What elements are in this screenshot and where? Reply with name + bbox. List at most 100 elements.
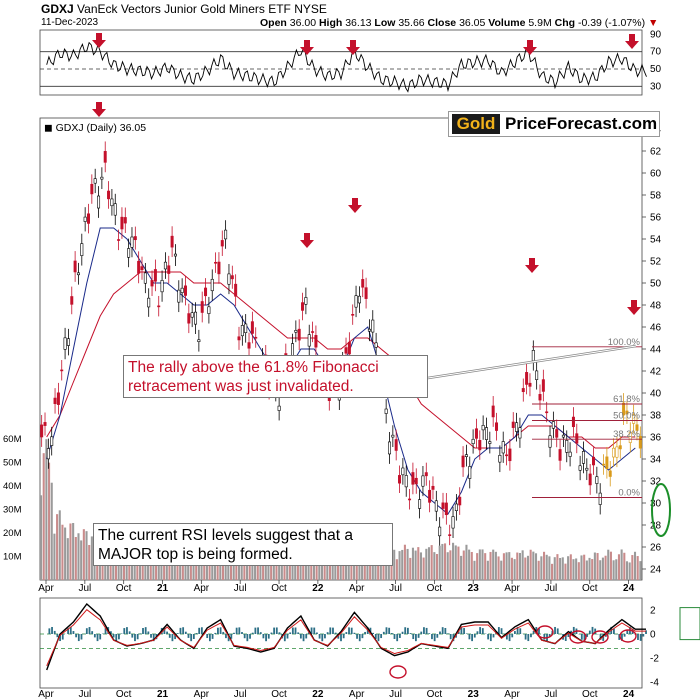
candle-body — [444, 502, 448, 516]
candle-body — [291, 343, 295, 356]
rsi-arrow-icon — [300, 47, 314, 55]
x-tick-label: Jul — [545, 583, 558, 594]
macd-histogram-bar — [621, 634, 623, 641]
price-tick-label: 54 — [650, 235, 662, 246]
volume-bar — [347, 558, 350, 580]
brand-gold: Gold — [452, 114, 500, 134]
volume-bar — [189, 555, 192, 580]
macd-histogram-bar — [233, 632, 235, 634]
macd-histogram-bar — [139, 633, 142, 634]
volume-bar — [518, 552, 521, 580]
macd-histogram-bar — [594, 628, 597, 634]
rsi-panel-frame — [39, 29, 643, 96]
macd-histogram-bar — [340, 634, 342, 642]
candle-body — [207, 306, 211, 314]
volume-bar — [374, 556, 377, 580]
volume-bar — [387, 553, 390, 580]
candle-body — [224, 229, 228, 240]
volume-bar — [537, 560, 540, 580]
candle-body — [605, 456, 609, 469]
macd-histogram-bar — [554, 626, 556, 634]
candle-body — [93, 178, 97, 184]
macd-histogram-bar — [511, 634, 514, 638]
volume-label: Volume — [488, 17, 526, 29]
candle-body — [97, 195, 101, 209]
price-tick-label: 24 — [650, 565, 662, 576]
volume-bar — [548, 556, 551, 580]
candle-body — [361, 279, 365, 288]
volume-bar — [398, 551, 401, 580]
candle-body — [204, 287, 208, 297]
candle-body — [140, 266, 144, 271]
macd-histogram-bar — [463, 628, 465, 634]
volume-bar — [232, 559, 235, 580]
price-tick-label: 56 — [650, 213, 662, 224]
volume-bar — [516, 552, 519, 580]
macd-histogram-bar — [85, 628, 88, 634]
brand-logo: Gold PriceForecast.com — [448, 111, 660, 137]
macd-histogram-bar — [588, 630, 591, 634]
candle-body — [491, 405, 495, 418]
macd-histogram-bar — [570, 630, 572, 634]
volume-bar — [323, 558, 326, 580]
volume-bar — [460, 555, 463, 580]
volume-bar — [66, 538, 69, 580]
volume-bar — [275, 552, 278, 580]
macd-histogram-bar — [412, 634, 415, 640]
macd-histogram-bar — [580, 634, 583, 640]
macd-histogram-bar — [77, 634, 80, 642]
candle-body — [190, 312, 194, 318]
macd-histogram-bar — [505, 634, 508, 640]
macd-histogram-bar — [567, 634, 570, 637]
candle-body — [404, 475, 408, 488]
macd-histogram-bar — [51, 626, 53, 634]
candle-body — [548, 435, 552, 448]
volume-bar — [470, 551, 473, 580]
ohlc-readout: Open 36.00 High 36.13 Low 35.66 Close 36… — [260, 17, 658, 29]
price-tick-label: 42 — [650, 367, 662, 378]
volume-bar — [262, 554, 265, 580]
candle-body — [521, 388, 525, 393]
candle-body — [464, 454, 468, 457]
price-arrow-icon-stem — [631, 300, 637, 307]
candle-body — [277, 405, 281, 411]
candle-body — [227, 273, 231, 285]
volume-bar — [294, 558, 297, 580]
macd-histogram-bar — [337, 634, 340, 639]
macd-histogram-bar — [299, 634, 302, 639]
macd-histogram-bar — [324, 634, 326, 639]
macd-histogram-bar — [538, 628, 540, 634]
macd-histogram-bar — [345, 632, 348, 634]
macd-histogram-bar — [423, 627, 425, 634]
candle-body — [398, 475, 402, 484]
candle-body — [538, 394, 542, 401]
price-arrow-icon — [525, 265, 539, 273]
volume-bar — [617, 554, 620, 580]
candle-body — [70, 296, 74, 305]
candle-body — [612, 447, 616, 458]
volume-bar — [355, 553, 358, 580]
x-tick-label-bottom: Jul — [545, 689, 558, 700]
candle-body — [80, 243, 84, 256]
candle-body — [401, 467, 405, 476]
candle-body — [441, 502, 445, 509]
macd-histogram-bar — [123, 628, 126, 634]
candle-body — [428, 489, 432, 503]
candle-body — [474, 428, 478, 439]
price-tick-label: 38 — [650, 411, 662, 422]
candle-body — [418, 499, 422, 509]
candle-body — [618, 445, 622, 450]
macd-histogram-bar — [278, 632, 281, 634]
volume-bar — [588, 557, 591, 580]
macd-histogram-bar — [144, 627, 147, 634]
macd-histogram-bar — [249, 634, 251, 639]
macd-histogram-bar — [59, 634, 61, 642]
x-tick-label-bottom: Oct — [116, 689, 132, 700]
macd-histogram-bar — [294, 627, 297, 634]
volume-bar — [427, 547, 431, 580]
volume-bar — [532, 551, 535, 580]
macd-histogram-bar — [214, 632, 217, 634]
macd-histogram-bar — [556, 628, 559, 634]
candle-body — [371, 319, 375, 333]
